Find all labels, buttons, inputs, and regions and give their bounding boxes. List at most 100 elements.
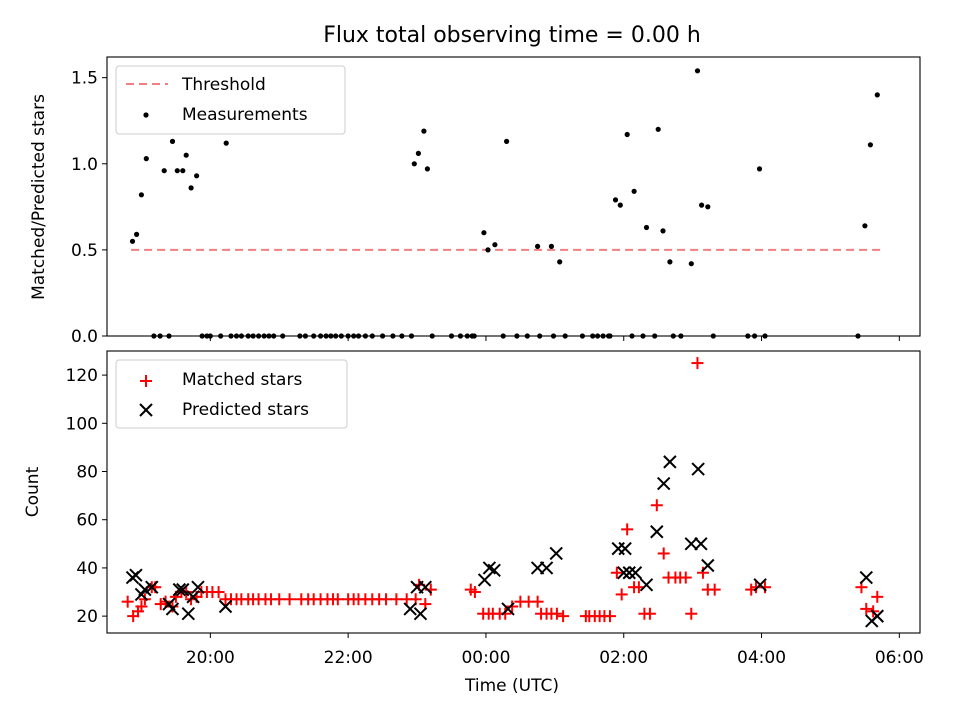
bottom-legend: Matched stars Predicted stars (115, 359, 348, 429)
matched-star-point (650, 499, 663, 512)
predicted-star-point (176, 582, 190, 597)
measurement-point (612, 197, 619, 203)
predicted-star-point (684, 537, 698, 551)
chart-title: Flux total observing time = 0.00 h (323, 23, 701, 48)
matched-star-point (610, 566, 623, 579)
predicted-star-point (413, 607, 428, 621)
predicted-star-point (218, 599, 233, 614)
predicted-star-point (145, 580, 159, 594)
y-tick-label: 120 (66, 366, 98, 386)
predicted-star-point (172, 582, 187, 597)
matched-star-point (531, 595, 544, 608)
measurement-point (867, 142, 874, 148)
measurement-point (421, 128, 427, 134)
y-tick-label: 40 (76, 559, 98, 579)
measurement-point (548, 243, 555, 249)
measurement-point (705, 204, 711, 210)
predicted-star-point (650, 525, 664, 539)
legend-matched-swatch (140, 375, 152, 387)
matched-star-point (708, 583, 721, 596)
measurement-point (688, 261, 694, 267)
y-tick-label: 20 (76, 607, 98, 627)
matched-star-point (121, 595, 134, 608)
matched-star-point (468, 586, 481, 599)
legend-predicted-label: Predicted stars (182, 400, 309, 420)
predicted-star-point (539, 561, 554, 575)
matched-star-point (621, 523, 634, 536)
measurement-point (180, 168, 186, 174)
top-panel: 0.0 0.5 1.0 1.5 Matched/Predicted stars Thr… (29, 56, 921, 347)
top-legend: Threshold Measurements (115, 65, 346, 135)
matched-star-point (691, 357, 704, 370)
predicted-star-point (663, 455, 677, 469)
measurement-point (138, 192, 144, 198)
x-tick-label: 22:00 (324, 648, 373, 668)
matched-star-point (657, 547, 670, 560)
x-tick-label: 02:00 (599, 648, 648, 668)
legend-threshold-label: Threshold (181, 75, 266, 95)
matched-star-point (390, 593, 403, 606)
matched-star-point (506, 600, 519, 613)
x-tick-label: 06:00 (875, 648, 924, 668)
y-tick-label: 1.0 (71, 155, 98, 175)
matched-star-point (273, 593, 286, 606)
measurement-point (411, 161, 417, 167)
measurement-point (667, 259, 673, 265)
x-tick-label: 04:00 (737, 648, 786, 668)
matched-star-point (135, 600, 148, 613)
bottom-legend-box (115, 359, 348, 429)
top-y-axis-label: Matched/Predicted stars (29, 94, 49, 300)
measurement-point (481, 230, 487, 236)
predicted-star-point (701, 558, 715, 573)
predicted-star-point (870, 609, 884, 623)
matched-star-point (871, 590, 884, 603)
predicted-star-point (165, 602, 180, 616)
predicted-star-point (656, 476, 671, 491)
predicted-star-point (487, 563, 501, 578)
measurement-point (631, 188, 637, 194)
matched-star-point (550, 607, 563, 620)
measurement-point (169, 138, 176, 144)
measurement-point (643, 224, 650, 231)
matched-star-point (685, 607, 698, 620)
predicted-star-point (859, 570, 873, 585)
measurement-point (694, 68, 701, 74)
measurement-point (874, 92, 880, 98)
predicted-star-point (403, 602, 417, 616)
predicted-star-point (191, 580, 205, 594)
x-tick-label: 20:00 (186, 648, 235, 668)
y-tick-label: 1.5 (71, 69, 98, 89)
predicted-star-point (622, 566, 636, 580)
bottom-frame (106, 350, 921, 634)
top-legend-box (115, 65, 346, 135)
y-tick-label: 80 (76, 463, 98, 483)
measurement-point (624, 131, 630, 138)
x-axis-label: Time (UTC) (464, 676, 559, 696)
measurement-point (504, 138, 510, 144)
matched-star-point (615, 588, 628, 601)
y-tick-label: 0.0 (71, 327, 98, 347)
predicted-star-point (691, 462, 705, 476)
matched-star-point (380, 593, 393, 606)
predicted-star-point (186, 590, 200, 604)
measurement-point (223, 140, 229, 146)
measurement-point (183, 152, 189, 158)
legend-predicted-swatch (139, 403, 153, 417)
matched-star-point (331, 593, 344, 606)
predicted-star-point (129, 568, 143, 582)
predicted-star-point (549, 546, 563, 561)
measurement-point (174, 168, 180, 174)
measurement-point (485, 247, 491, 253)
predicted-star-point (639, 578, 654, 592)
y-tick-label: 60 (76, 511, 98, 531)
measurement-point (194, 173, 200, 179)
measurement-point (492, 242, 498, 248)
matched-star-point (643, 607, 656, 620)
predicted-star-point (618, 541, 632, 556)
matched-star-point (758, 581, 771, 594)
predicted-star-point (501, 602, 515, 616)
measurement-point (557, 259, 563, 265)
measurement-point (655, 126, 661, 132)
measurement-point (134, 231, 140, 237)
measurement-point (424, 166, 430, 172)
